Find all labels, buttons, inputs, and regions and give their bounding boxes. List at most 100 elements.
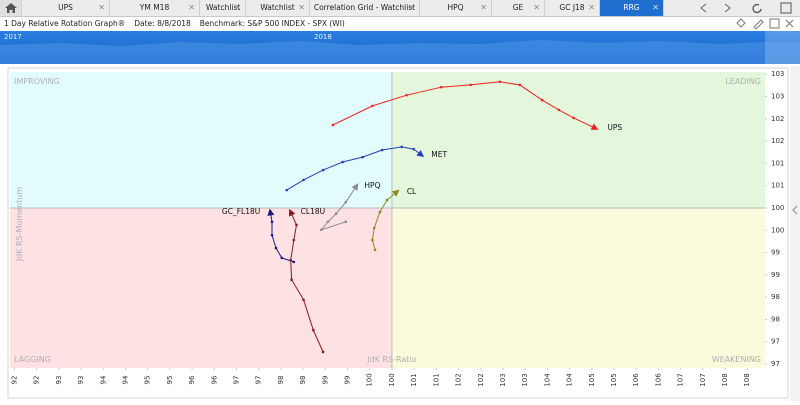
y-tick-label: 100 [771,204,784,212]
window-controls [700,2,792,14]
tail-point [371,238,374,242]
tail-point [270,220,274,224]
refresh-icon[interactable] [752,3,762,14]
x-tick-label: 103 [521,373,529,386]
tab-label: UPS [58,3,73,12]
tab-active[interactable]: RRG ✕ [600,0,664,16]
tail-point [289,258,292,262]
close-icon[interactable]: ✕ [652,3,659,12]
x-tick-label: 98 [277,376,285,385]
quadrant-label: WEAKENING [712,355,761,364]
quadrant-label: IMPROVING [14,77,60,86]
tab[interactable]: UPS ✕ [22,0,110,16]
tail-line [288,208,324,353]
x-tick-label: 105 [588,373,596,386]
tab-label: RRG [623,3,640,12]
y-tick-label: 99 [771,249,780,257]
close-icon[interactable]: ✕ [234,3,241,12]
x-tick-label: 101 [410,373,418,386]
tail-point [326,220,330,224]
tail-point [292,238,296,242]
header-title: 1 Day Relative Rotation Graph® [4,19,126,28]
tab-label: Correlation Grid - Watchlist [313,3,416,12]
x-tick-label: 94 [121,375,129,384]
tail-point [320,228,323,232]
tail-point [302,298,305,302]
x-tick-label: 92 [10,376,18,385]
y-tick-label: 98 [771,293,780,301]
tab-label: GE [512,3,524,12]
close-icon[interactable]: ✕ [298,3,305,12]
tail-point [274,246,278,250]
tail-point [412,147,416,151]
close-icon[interactable]: ✕ [408,3,415,12]
tail-point [557,108,561,112]
tab[interactable]: HPQ ✕ [420,0,492,16]
close-icon[interactable]: ✕ [588,3,595,12]
navigator-area [0,40,800,64]
tab[interactable]: Watchlist ✕ [200,0,246,16]
quadrant-label: LEADING [725,77,761,86]
tab[interactable]: Correlation Grid - Watchlist ✕ [310,0,420,16]
y-tick-label: 97 [771,338,780,346]
y-tick-label: 103 [771,93,784,101]
x-tick-label: 107 [677,373,685,386]
tail-point [372,226,376,230]
tab[interactable]: Watchlist ✕ [246,0,310,16]
tail-point [405,93,408,97]
x-tick-label: 92 [33,376,41,385]
tab-label: GC J18 [559,3,585,12]
y-tick-label: 102 [771,137,784,145]
series-label: GC_FL18U [222,207,260,216]
tab[interactable]: GE ✕ [492,0,545,16]
close-icon[interactable]: ✕ [188,3,195,12]
tab-label: HPQ [447,3,464,12]
tail-point [344,200,348,204]
series-label: CL [407,187,417,196]
quadrant-improving [10,72,392,208]
close-icon[interactable]: ✕ [533,3,540,12]
y-tick-label: 97 [771,360,780,368]
tail-point [292,260,296,264]
y-tick-label: 101 [771,159,784,167]
home-button[interactable] [0,0,22,16]
tail-point [373,248,377,252]
x-tick-label: 106 [654,373,662,387]
home-icon [5,3,17,13]
y-tick-label: 102 [771,115,784,123]
scrollbar[interactable] [790,66,800,401]
edit-icon[interactable] [753,19,764,29]
close-icon[interactable]: ✕ [98,3,105,12]
x-tick-label: 106 [632,373,640,387]
close-icon[interactable]: ✕ [480,3,487,12]
scroll-arrow[interactable] [792,205,798,215]
navigator-label: 2017 [4,33,22,41]
forward-icon[interactable] [724,3,731,13]
x-tick-label: 93 [77,376,85,385]
x-tick-label: 108 [743,373,751,386]
x-tick-label: 94 [99,375,107,384]
tab-label: Watchlist [260,3,295,12]
navigator-selection[interactable] [765,31,800,64]
tail-point [344,220,348,224]
navigator-label: 2018 [314,33,332,41]
x-tick-label: 93 [55,376,63,385]
tab[interactable]: GC J18 ✕ [545,0,600,16]
box-icon[interactable] [769,18,780,29]
tail-point [371,104,374,108]
tail-line [267,208,294,263]
tab-label: YM M18 [139,3,170,12]
y-tick-label: 98 [771,315,780,323]
x-tick-label: 95 [166,376,174,385]
tab[interactable]: YM M18 ✕ [110,0,200,16]
back-icon[interactable] [700,3,707,13]
x-tick-label: 98 [299,376,307,385]
series-label: MET [431,150,447,159]
close-panel-icon[interactable] [785,19,794,28]
maximize-icon[interactable] [780,2,792,14]
tail-point [469,83,472,87]
header-icons [736,18,794,29]
diamond-icon[interactable] [736,18,746,28]
series-label: HPQ [364,181,380,190]
